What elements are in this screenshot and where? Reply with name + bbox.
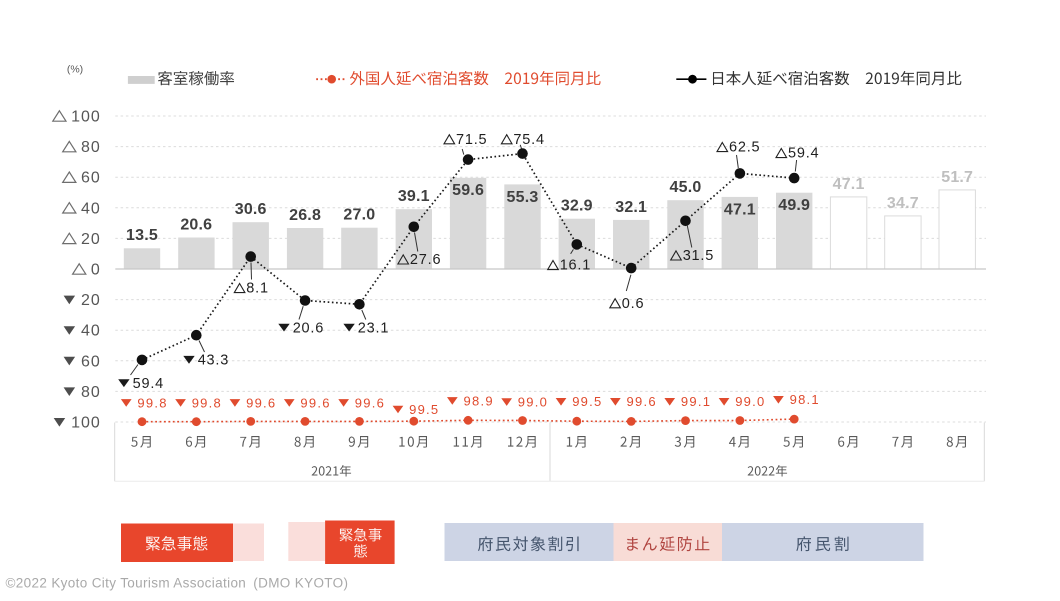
svg-text:27.6: 27.6 (410, 252, 441, 268)
svg-text:39.1: 39.1 (398, 188, 430, 205)
svg-text:32.1: 32.1 (615, 199, 647, 216)
svg-text:99.6: 99.6 (300, 395, 330, 410)
svg-text:(%): (%) (67, 64, 83, 76)
svg-text:20.6: 20.6 (293, 320, 324, 336)
svg-text:71.5: 71.5 (456, 132, 487, 148)
svg-text:20: 20 (81, 231, 101, 248)
svg-text:32.9: 32.9 (561, 198, 593, 215)
svg-text:20.6: 20.6 (180, 216, 212, 233)
svg-text:59.4: 59.4 (788, 146, 819, 162)
svg-text:99.6: 99.6 (246, 395, 276, 410)
svg-text:99.8: 99.8 (137, 395, 167, 410)
svg-text:27.0: 27.0 (343, 207, 375, 224)
svg-text:59.6: 59.6 (452, 182, 484, 199)
svg-text:99.1: 99.1 (681, 394, 711, 409)
svg-text:45.0: 45.0 (670, 179, 702, 196)
svg-text:98.9: 98.9 (464, 393, 494, 408)
svg-text:34.7: 34.7 (887, 195, 919, 212)
svg-text:20: 20 (81, 292, 101, 309)
svg-text:23.1: 23.1 (358, 320, 389, 336)
svg-text:0.6: 0.6 (622, 296, 645, 312)
svg-text:99.5: 99.5 (409, 402, 439, 417)
svg-text:13.5: 13.5 (126, 227, 158, 244)
svg-text:31.5: 31.5 (683, 248, 714, 264)
svg-text:40: 40 (81, 200, 101, 217)
svg-text:©2022 Kyoto City Tourism Assoc: ©2022 Kyoto City Tourism Association (DM… (6, 576, 349, 591)
svg-text:59.4: 59.4 (133, 376, 164, 392)
svg-text:99.8: 99.8 (192, 395, 222, 410)
svg-text:60: 60 (81, 353, 101, 370)
svg-text:99.6: 99.6 (355, 395, 385, 410)
svg-text:51.7: 51.7 (941, 169, 973, 186)
svg-text:60: 60 (81, 170, 101, 187)
svg-text:0: 0 (91, 262, 101, 279)
svg-text:98.1: 98.1 (790, 392, 820, 407)
svg-text:40: 40 (81, 323, 101, 340)
svg-text:26.8: 26.8 (289, 207, 321, 224)
svg-text:99.0: 99.0 (518, 395, 548, 410)
svg-text:99.5: 99.5 (572, 394, 602, 409)
svg-text:100: 100 (71, 109, 101, 126)
svg-text:100: 100 (71, 415, 101, 432)
svg-text:30.6: 30.6 (235, 201, 267, 218)
svg-text:8.1: 8.1 (246, 281, 269, 297)
svg-text:55.3: 55.3 (507, 189, 539, 206)
svg-text:99.0: 99.0 (735, 394, 765, 409)
svg-text:47.1: 47.1 (833, 176, 865, 193)
svg-text:47.1: 47.1 (724, 201, 756, 218)
svg-text:80: 80 (81, 384, 101, 401)
svg-text:16.1: 16.1 (560, 258, 591, 274)
svg-text:75.4: 75.4 (513, 132, 544, 148)
svg-text:43.3: 43.3 (198, 353, 229, 369)
svg-text:62.5: 62.5 (729, 140, 760, 156)
svg-text:49.9: 49.9 (778, 197, 810, 214)
svg-text:80: 80 (81, 139, 101, 156)
svg-text:99.6: 99.6 (627, 394, 657, 409)
